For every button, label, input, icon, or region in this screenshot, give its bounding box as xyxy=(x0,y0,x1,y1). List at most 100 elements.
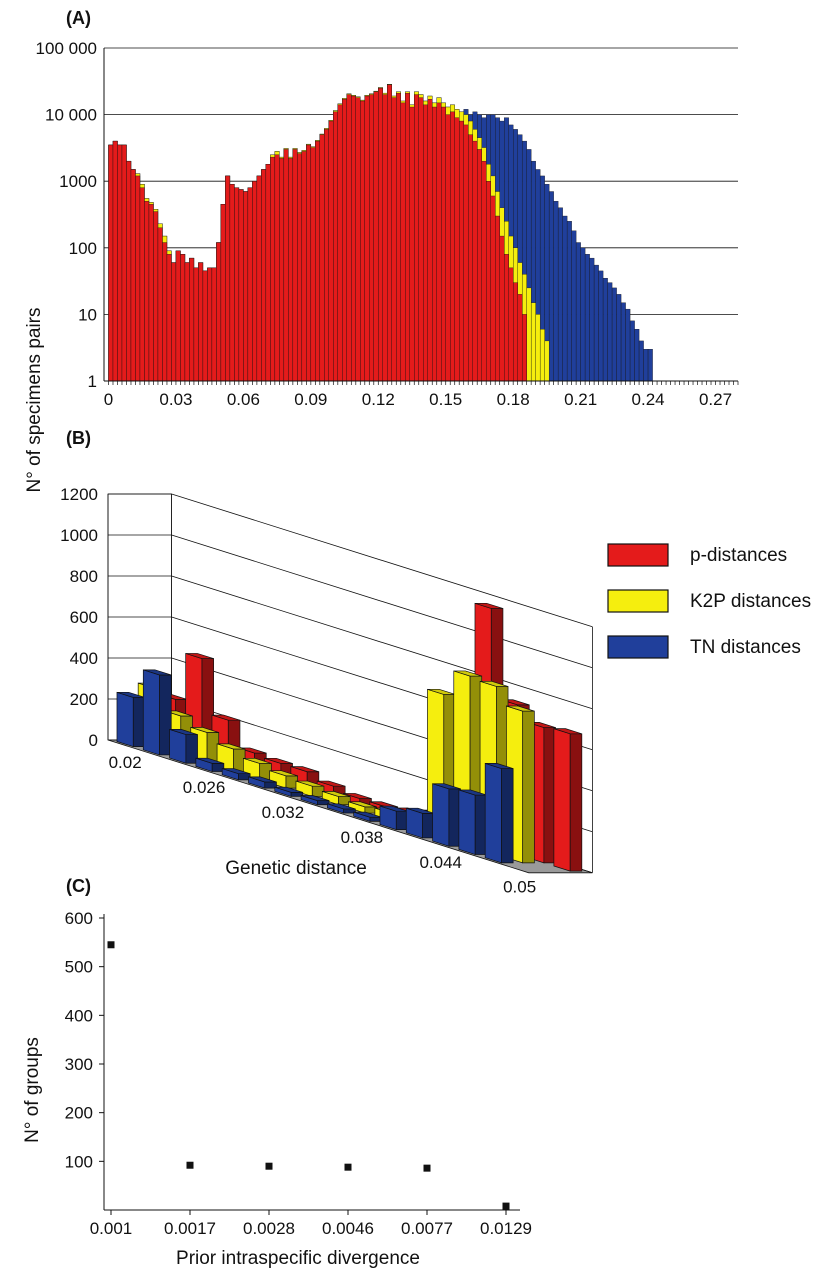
panel-a-bar xyxy=(126,160,132,382)
shared-y-axis-label: N° of specimens pairs xyxy=(24,308,45,493)
panel-a-x-tick-label: 0.27 xyxy=(699,390,732,409)
panel-b-bar-top xyxy=(348,801,377,808)
panel-a-y-tick-label: 10 xyxy=(78,305,97,324)
panel-a-bar xyxy=(530,302,536,382)
panel-a-bar xyxy=(297,153,303,382)
panel-a-bar xyxy=(378,87,383,382)
panel-a-bar xyxy=(387,84,392,382)
panel-c-y-tick-label: 500 xyxy=(65,958,93,977)
legend-swatch xyxy=(607,589,669,613)
panel-b-bar-top xyxy=(195,757,224,764)
panel-b-bar-top xyxy=(432,783,461,790)
panel-a-bar xyxy=(535,314,541,382)
panel-a-bar xyxy=(328,120,334,382)
panel-a-bar xyxy=(171,262,177,382)
panel-b-bar xyxy=(553,728,571,872)
panel-b-bar-top xyxy=(295,780,325,787)
panel-b-bar-top xyxy=(300,795,330,801)
panel-b-bar-top xyxy=(479,680,509,687)
panel-a-bar xyxy=(459,120,464,382)
panel-b-back-gridline xyxy=(171,575,593,710)
panel-a-bar xyxy=(234,187,240,382)
panel-b-bar-top xyxy=(274,786,303,793)
panel-b-x-tick-label: 0.05 xyxy=(503,878,536,897)
panel-c-x-tick-label: 0.0028 xyxy=(243,1219,295,1238)
panel-b-3d-bars: (B) 0200400600800100012000.020.0260.0320… xyxy=(60,428,811,897)
panel-b-y-tick-label: 200 xyxy=(70,690,98,709)
panel-b-x-tick-label: 0.038 xyxy=(341,828,384,847)
panel-a-label: (A) xyxy=(66,8,91,28)
panel-a-bar xyxy=(270,156,276,382)
panel-a-bar xyxy=(620,302,626,382)
panel-a-bar xyxy=(602,277,608,382)
panel-a-bar xyxy=(490,195,496,382)
panel-a-bar xyxy=(481,160,487,382)
panel-a-bar xyxy=(265,164,271,382)
panel-a-bar xyxy=(333,111,338,382)
panel-a-y-tick-label: 1000 xyxy=(59,172,97,191)
panel-a-bar xyxy=(135,175,141,382)
panel-b-y-tick-label: 1200 xyxy=(60,485,98,504)
panel-a-bar xyxy=(180,254,186,382)
panel-a-bar xyxy=(517,294,523,382)
panel-a-bar xyxy=(513,282,518,382)
panel-a-bar xyxy=(589,257,595,382)
panel-b-bar-top xyxy=(269,770,298,777)
panel-a-bar xyxy=(319,134,325,382)
panel-a-bar xyxy=(607,282,613,382)
panel-c-points xyxy=(107,941,510,1210)
panel-b-label: (B) xyxy=(66,428,91,448)
panel-b-back-gridline xyxy=(171,493,593,628)
panel-a-bar xyxy=(400,102,406,382)
panel-a-bar xyxy=(346,94,352,382)
panel-a-bar xyxy=(486,181,491,382)
panel-a-bar xyxy=(391,97,397,382)
panel-a-bar xyxy=(553,201,559,382)
panel-b-bar xyxy=(458,789,476,856)
panel-b-bar-top xyxy=(474,602,504,609)
panel-b-bar xyxy=(432,783,450,847)
panel-b-x-tick-label: 0.032 xyxy=(262,803,305,822)
panel-a-x-tick-label: 0.06 xyxy=(227,390,260,409)
panel-a-x-tick-label: 0 xyxy=(104,390,113,409)
panel-a-x-tick-label: 0.09 xyxy=(294,390,327,409)
panel-a-bar xyxy=(463,124,469,382)
panel-a-bar xyxy=(409,106,415,382)
panel-b-bar-top xyxy=(143,669,172,676)
panel-c-y-tick-label: 100 xyxy=(65,1152,93,1171)
panel-b-bar-top xyxy=(317,780,346,787)
panel-a-bar xyxy=(629,320,635,382)
panel-a-bar xyxy=(247,187,253,382)
panel-a-bar xyxy=(611,287,617,382)
panel-b-axes: 0 200 400 600 800 1000 1200 0.02 0.026 0.032 0.038… xyxy=(60,485,536,897)
panel-a-bar xyxy=(544,340,550,382)
panel-a-bar xyxy=(504,254,509,382)
panel-a-bar xyxy=(130,169,136,382)
panel-b-bar-top xyxy=(169,729,198,735)
panel-c-x-axis-label: Prior intraspecific divergence xyxy=(176,1248,420,1269)
panel-a-axes: 1 10 100 1000 10 000 100 000 0 0.03 0.06 0.09 0.12… xyxy=(36,39,739,409)
panel-a-bar xyxy=(207,267,213,382)
panel-c-axes: 100 200 300 400 500 600 0.001 0.0017 0.0028 0.004… xyxy=(65,909,532,1238)
panel-b-x-axis-label: Genetic distance xyxy=(225,858,367,879)
panel-a-bar xyxy=(423,104,428,382)
panel-a-bar xyxy=(373,91,379,382)
panel-b-bar-top xyxy=(185,653,214,659)
panel-a-bar xyxy=(472,140,478,382)
panel-a-bar xyxy=(283,149,289,382)
panel-b-bar xyxy=(169,728,187,764)
panel-a-bar xyxy=(418,97,424,382)
panel-b-bar-top xyxy=(322,791,351,797)
panel-b-bar-top xyxy=(211,714,241,721)
panel-a-bar xyxy=(360,100,365,382)
panel-a-bar xyxy=(310,147,316,382)
panel-a-bar xyxy=(580,247,586,382)
panel-a-bar xyxy=(144,201,150,382)
panel-a-bar xyxy=(571,230,577,382)
panel-a-bar xyxy=(548,191,554,382)
panel-c-point xyxy=(344,1163,352,1171)
panel-a-y-tick-label: 100 xyxy=(69,239,97,258)
panel-a-bar xyxy=(477,149,482,382)
panel-a-x-tick-label: 0.12 xyxy=(362,390,395,409)
